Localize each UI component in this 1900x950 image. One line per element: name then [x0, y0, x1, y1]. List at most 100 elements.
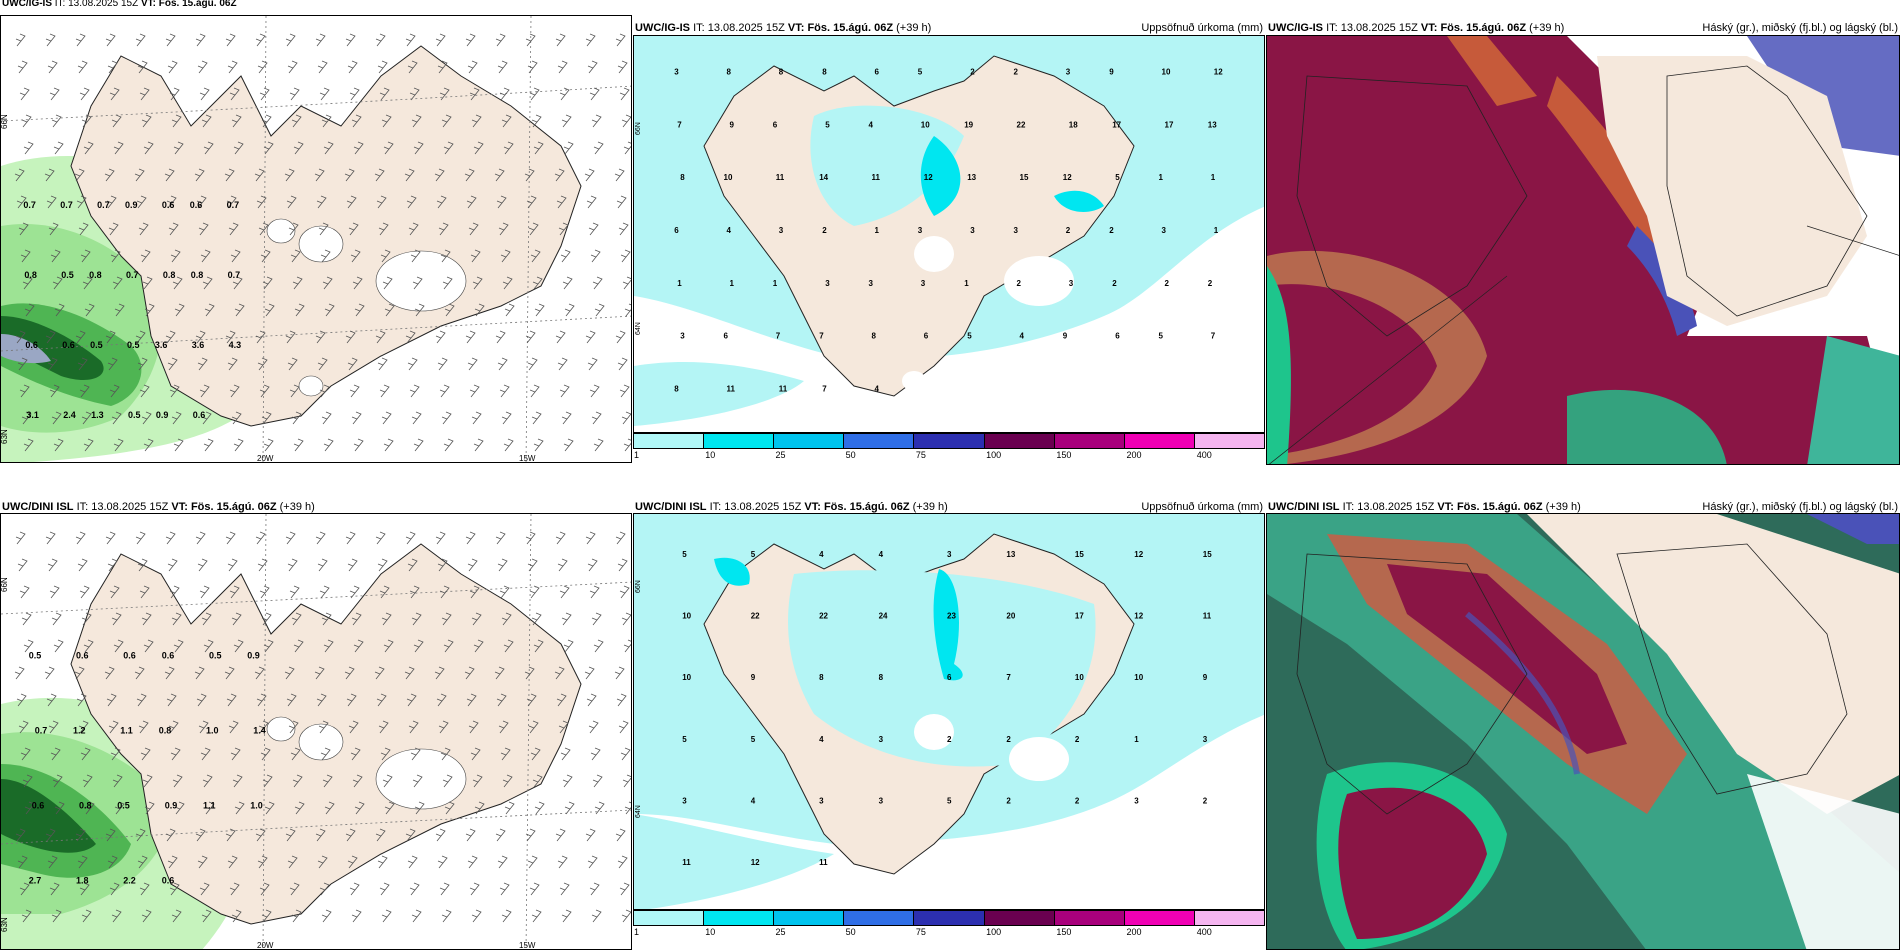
wind-barb — [286, 195, 297, 209]
wind-barb — [82, 276, 93, 290]
wind-barb — [105, 531, 116, 545]
value-label: 4 — [869, 120, 874, 129]
wind-barb — [259, 585, 270, 599]
wind-barb — [529, 384, 540, 398]
wind-barb — [319, 384, 330, 398]
wind-barb — [81, 612, 92, 626]
wind-barb — [285, 330, 296, 344]
wind-barb — [344, 168, 355, 182]
wind-barb — [621, 411, 631, 425]
wind-barb — [135, 828, 146, 842]
wind-barb — [617, 558, 628, 572]
wind-barb — [624, 801, 631, 815]
wind-barb — [53, 141, 64, 155]
wind-barb — [322, 774, 333, 788]
wind-barb — [563, 438, 574, 452]
wind-barb — [291, 114, 302, 128]
wind-barb — [503, 141, 514, 155]
wind-barb — [111, 411, 122, 425]
wind-barb — [526, 195, 537, 209]
wind-barb — [444, 801, 455, 815]
value-label: 0.7 — [228, 270, 241, 280]
wind-barb — [24, 303, 35, 317]
wind-barb — [499, 882, 510, 896]
value-label: 15 — [1203, 550, 1212, 559]
value-label: 8 — [822, 67, 827, 76]
lead-time: (+39 h) — [279, 501, 315, 513]
wind-barb — [137, 357, 148, 371]
wind-barb — [589, 87, 600, 101]
wind-barb — [141, 114, 152, 128]
wind-barb — [344, 666, 355, 680]
wind-barb — [561, 114, 572, 128]
wind-barb — [321, 114, 332, 128]
wind-barb — [287, 558, 298, 572]
value-label: 3 — [674, 67, 679, 76]
wind-barb — [557, 855, 568, 869]
wind-barb — [49, 87, 60, 101]
value-label: 2 — [1014, 67, 1019, 76]
wind-barb — [259, 87, 270, 101]
wind-barb — [166, 195, 177, 209]
wind-barb — [347, 357, 358, 371]
wind-barb — [349, 585, 360, 599]
wind-barb — [525, 531, 536, 545]
colorbar-tick-label: 1 — [634, 927, 640, 937]
wind-barb — [620, 249, 631, 263]
wind-barb — [317, 357, 328, 371]
wind-barb — [75, 828, 86, 842]
colorbar-tick-label: 100 — [986, 450, 1002, 460]
wind-barb — [46, 693, 57, 707]
value-label: 0.6 — [193, 410, 206, 420]
wind-barb — [261, 114, 272, 128]
wind-barb — [321, 909, 332, 923]
value-label: 8 — [819, 673, 824, 682]
wind-barb — [474, 303, 485, 317]
wind-barb — [137, 855, 148, 869]
wind-barb — [52, 774, 63, 788]
wind-barb — [383, 639, 394, 653]
wind-barb — [106, 693, 117, 707]
wind-barb — [171, 909, 182, 923]
wind-barb — [557, 60, 568, 74]
value-label: 2.2 — [123, 876, 136, 886]
wind-barb — [105, 828, 116, 842]
wind-barb — [49, 585, 60, 599]
wind-barb — [405, 531, 416, 545]
wind-barb — [257, 60, 268, 74]
wind-barb — [106, 195, 117, 209]
wind-barb — [81, 411, 92, 425]
wind-barb — [111, 909, 122, 923]
wind-barb — [468, 720, 479, 734]
value-label: 8 — [779, 67, 784, 76]
wind-barb — [469, 585, 480, 599]
wind-barb — [471, 909, 482, 923]
wind-barb — [77, 60, 88, 74]
wind-barb — [351, 909, 362, 923]
value-label: 19 — [964, 120, 973, 129]
wind-barb — [169, 384, 180, 398]
value-label: 0.6 — [162, 651, 175, 661]
wind-barb — [203, 141, 214, 155]
value-label: 2 — [1208, 279, 1213, 288]
wind-barb — [525, 330, 536, 344]
wind-barb — [284, 666, 295, 680]
wind-barb — [467, 855, 478, 869]
wind-barb — [52, 276, 63, 290]
wind-barb — [353, 639, 364, 653]
valid-time: Fös. 15.ágú. 06Z — [823, 501, 910, 513]
wind-barb — [617, 855, 628, 869]
wind-barb — [404, 666, 415, 680]
value-label: 7 — [776, 332, 781, 341]
wind-barb — [231, 909, 242, 923]
lead-time: (+39 h) — [1529, 22, 1565, 34]
wind-barb — [23, 639, 34, 653]
wind-barb — [199, 87, 210, 101]
panel-header: UWC/DINI ISL IT: 13.08.2025 15Z VT: Fös.… — [1268, 501, 1898, 513]
wind-barb — [289, 585, 300, 599]
value-label: 4 — [879, 550, 884, 559]
wind-barb — [226, 195, 237, 209]
panel-header: UWC/DINI ISL IT: 13.08.2025 15Z VT: Fös.… — [635, 501, 1263, 513]
colorbar-swatch — [914, 911, 985, 925]
colorbar-swatch — [704, 911, 775, 925]
